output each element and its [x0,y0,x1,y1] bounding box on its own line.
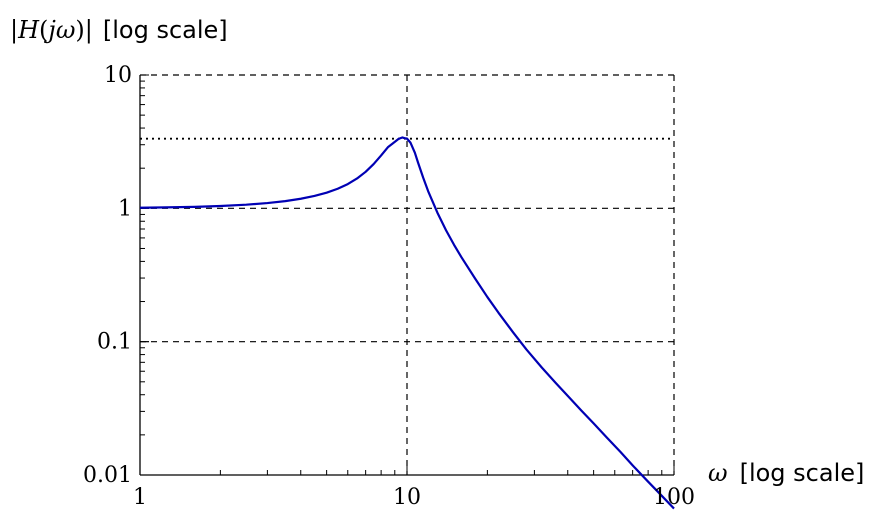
y-axis-title-bar-right: | [85,16,93,45]
y-axis-title-arg: jω [43,16,75,44]
x-tick-label: 1 [133,485,147,510]
y-axis-title-open: ( [39,16,48,44]
x-axis-title-suffix: [log scale] [740,459,865,487]
series-group [139,136,675,510]
x-tick-labels: 1 10 100 [133,485,695,510]
y-tick-label: 10 [104,63,132,88]
y-tick-label: 0.1 [97,330,132,355]
x-tick-label: 10 [393,485,421,510]
x-tick-label: 100 [653,485,695,510]
y-axis-title-func: H [17,16,40,44]
x-axis-title: ω [log scale] [708,459,864,487]
y-axis-title: |H(jω)| [log scale] [10,16,228,45]
y-tick-labels: 0.01 0.1 1 10 [83,63,132,488]
y-tick-label: 1 [118,196,132,221]
x-axis-title-symbol: ω [708,459,728,487]
y-tick-label: 0.01 [83,463,132,488]
grid-lines [140,74,675,475]
y-axis-title-bar-left: | [10,16,18,45]
series-line-0 [139,136,675,510]
y-axis-title-close: ) [75,16,84,44]
y-axis-title-suffix: [log scale] [103,16,228,44]
